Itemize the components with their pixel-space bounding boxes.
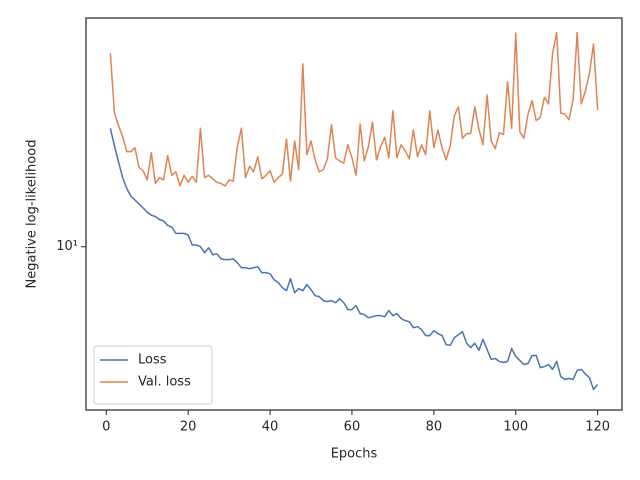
x-tick-label: 120	[585, 420, 610, 435]
x-tick-label: 0	[102, 420, 110, 435]
axes-frame	[85, 17, 623, 411]
x-tick-label: 60	[344, 420, 361, 435]
x-tick-label: 100	[503, 420, 528, 435]
x-tick-label: 80	[426, 420, 443, 435]
legend-label: Val. loss	[138, 375, 191, 390]
legend-label: Loss	[138, 353, 167, 368]
y-tick-label: 10¹	[56, 239, 78, 254]
line-series	[109, 31, 599, 187]
y-axis-label: Negative log-likelihood	[25, 140, 40, 289]
line-series	[109, 128, 599, 391]
legend: Loss Val. loss	[93, 345, 213, 405]
x-axis-label: Epochs	[331, 447, 378, 462]
x-tick-label: 20	[180, 420, 197, 435]
x-tick-label: 40	[262, 420, 279, 435]
